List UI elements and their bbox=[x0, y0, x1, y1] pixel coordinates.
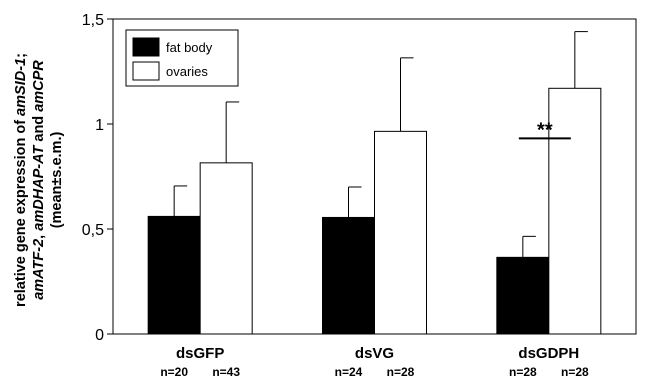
y-axis-label: relative gene expression of amSID-1; amA… bbox=[13, 53, 65, 307]
y-label-segment: (mean±s.e.m.) bbox=[49, 132, 65, 229]
y-label-segment: , bbox=[31, 231, 47, 239]
y-label-segment: amATF-2 bbox=[31, 239, 47, 300]
sample-size-label: n=20 bbox=[160, 365, 188, 379]
plot-area: ** bbox=[112, 18, 637, 335]
bar bbox=[548, 87, 602, 335]
y-label-segment: ; bbox=[13, 53, 29, 58]
bar bbox=[322, 216, 375, 335]
legend: fat body ovaries bbox=[125, 29, 239, 87]
y-tick-label: 0 bbox=[95, 327, 104, 344]
y-label-segment: amCPR bbox=[31, 60, 47, 112]
y-tick-label: 1 bbox=[95, 117, 104, 134]
x-axis-labels: n=20 n=43 dsGFP n=24 n=28 dsVG n=28 n=28 dsGDPH bbox=[160, 345, 589, 379]
y-label-segment: relative gene expression of bbox=[13, 116, 29, 307]
x-tick-label: dsGFP bbox=[176, 345, 224, 362]
legend-swatch bbox=[132, 37, 160, 57]
sample-size-label: n=28 bbox=[509, 365, 537, 379]
legend-label: ovaries bbox=[166, 64, 208, 79]
bar bbox=[199, 162, 253, 335]
x-tick-label: dsGDPH bbox=[518, 345, 579, 362]
sample-size-label: n=28 bbox=[387, 365, 415, 379]
y-label-segment: amSID-1 bbox=[13, 58, 29, 116]
legend-label: fat body bbox=[166, 40, 213, 55]
bar bbox=[147, 215, 201, 335]
bar bbox=[496, 256, 550, 335]
y-axis: 0 0,5 1 1,5 bbox=[82, 12, 113, 344]
bar bbox=[374, 130, 427, 335]
x-tick-label: dsVG bbox=[355, 345, 394, 362]
y-tick-label: 1,5 bbox=[82, 12, 104, 29]
y-axis-label-line-1: relative gene expression of amSID-1; bbox=[13, 53, 29, 307]
y-tick-label: 0,5 bbox=[82, 222, 104, 239]
y-label-segment: amDHAP-AT bbox=[31, 144, 47, 230]
y-axis-label-line-3: (mean±s.e.m.) bbox=[49, 132, 65, 229]
significance-label: ** bbox=[537, 119, 553, 141]
legend-swatch bbox=[132, 61, 160, 81]
y-axis-label-line-2: amATF-2, amDHAP-AT and amCPR bbox=[31, 60, 47, 300]
sample-size-label: n=43 bbox=[212, 365, 240, 379]
sample-size-label: n=28 bbox=[561, 365, 589, 379]
sample-size-label: n=24 bbox=[335, 365, 363, 379]
y-label-segment: and bbox=[31, 112, 47, 146]
